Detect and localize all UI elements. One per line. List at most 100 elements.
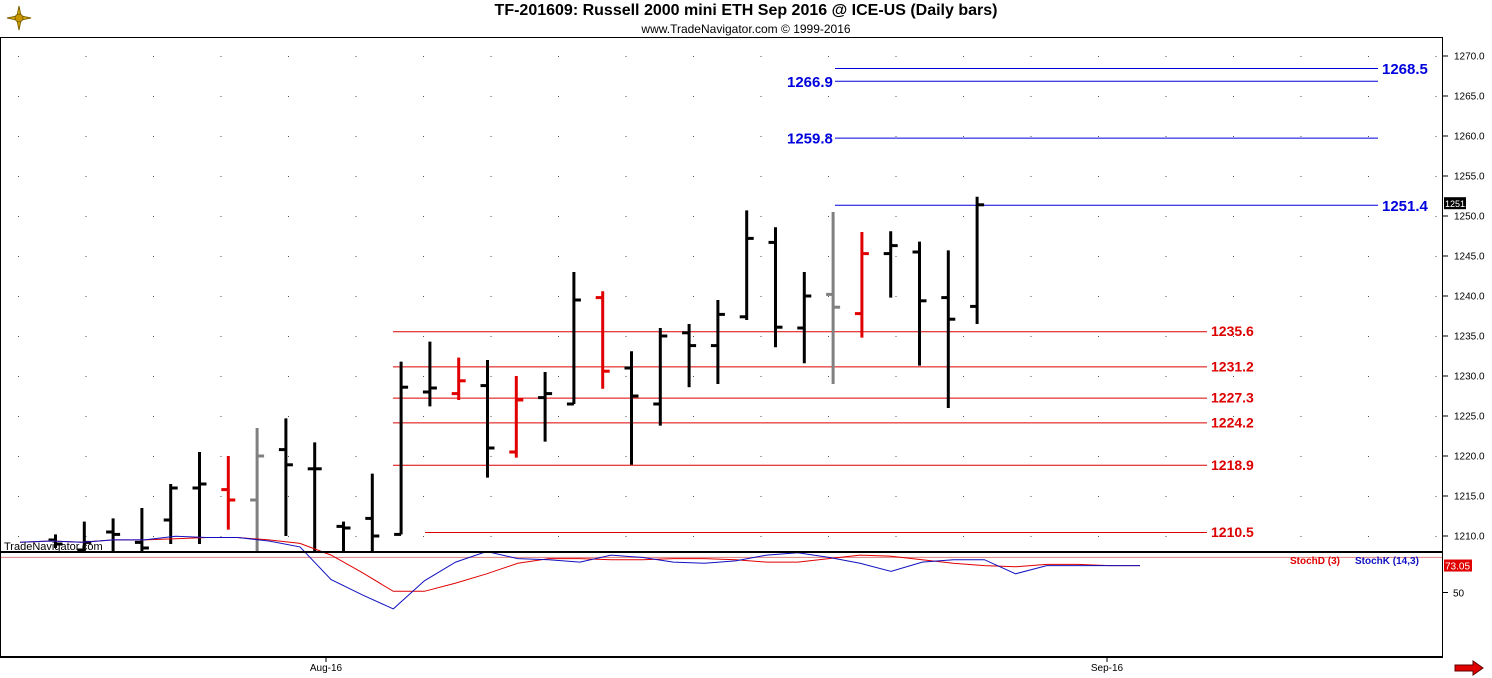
grid-dot <box>153 216 154 217</box>
grid-dot <box>355 536 357 537</box>
grid-dot <box>760 536 762 537</box>
y-tick-label: 1255.0 <box>1454 172 1485 183</box>
grid-dot <box>1098 256 1099 257</box>
grid-dot <box>355 496 357 497</box>
grid-dot <box>828 96 829 97</box>
grid-dot <box>355 216 357 217</box>
grid-dot <box>1368 296 1369 297</box>
grid-dot <box>153 176 154 177</box>
grid-dot <box>895 536 897 537</box>
grid-dot <box>423 496 424 497</box>
grid-dot <box>423 96 424 97</box>
grid-dot <box>1368 176 1369 177</box>
grid-dot <box>895 256 897 257</box>
scroll-right-arrow-icon[interactable] <box>1453 660 1485 676</box>
grid-dot <box>288 456 289 457</box>
grid-dot <box>760 216 762 217</box>
grid-dot <box>85 496 87 497</box>
grid-dot <box>423 136 424 137</box>
grid-dot <box>1098 336 1099 337</box>
grid-dot <box>288 176 289 177</box>
grid-dot <box>355 136 357 137</box>
y-tick-label: 1225.0 <box>1454 412 1485 423</box>
y-tick-label: 1260.0 <box>1454 132 1485 143</box>
grid-dot <box>1165 176 1167 177</box>
grid-dot <box>760 96 762 97</box>
grid-dot <box>625 216 627 217</box>
grid-dot <box>625 376 627 377</box>
grid-dot <box>625 256 627 257</box>
grid-dot <box>355 256 357 257</box>
grid-dot <box>220 456 222 457</box>
grid-dot <box>1368 496 1369 497</box>
grid-dot <box>18 136 19 137</box>
grid-dot <box>490 296 492 297</box>
grid-dot <box>760 176 762 177</box>
grid-dot <box>558 376 559 377</box>
grid-dot <box>558 456 559 457</box>
grid-dot <box>963 416 964 417</box>
grid-dot <box>355 176 357 177</box>
grid-dot <box>490 496 492 497</box>
grid-dot <box>355 96 357 97</box>
stoch-d-legend: StochD (3) <box>1290 556 1340 567</box>
grid-dot <box>963 96 964 97</box>
grid-dot <box>423 296 424 297</box>
watermark-text: TradeNavigator.com <box>4 541 103 553</box>
grid-dot <box>558 536 559 537</box>
grid-dot <box>760 136 762 137</box>
grid-dot <box>760 256 762 257</box>
grid-dot <box>423 176 424 177</box>
grid-dot <box>490 256 492 257</box>
x-tick-label: Sep-16 <box>1091 663 1124 674</box>
grid-dot <box>490 536 492 537</box>
grid-dot <box>1435 216 1437 217</box>
grid-dot <box>355 56 357 57</box>
grid-dot <box>220 256 222 257</box>
grid-dot <box>1300 56 1302 57</box>
grid-dot <box>1368 536 1369 537</box>
price-panel-frame <box>0 37 1443 552</box>
grid-dot <box>895 56 897 57</box>
grid-dot <box>963 336 964 337</box>
grid-dot <box>1165 496 1167 497</box>
grid-dot <box>625 176 627 177</box>
y-tick-label: 1270.0 <box>1454 52 1485 63</box>
grid-dot <box>558 336 559 337</box>
grid-dot <box>1435 416 1437 417</box>
grid-dot <box>288 496 289 497</box>
grid-dot <box>828 456 829 457</box>
grid-dot <box>828 216 829 217</box>
grid-dot <box>895 96 897 97</box>
grid-dot <box>1435 456 1437 457</box>
grid-dot <box>423 336 424 337</box>
grid-dot <box>1030 176 1032 177</box>
grid-dot <box>423 456 424 457</box>
stoch-last-value-box <box>1444 559 1472 572</box>
grid-dot <box>1300 496 1302 497</box>
grid-dot <box>693 536 694 537</box>
grid-dot <box>963 256 964 257</box>
grid-dot <box>1435 496 1437 497</box>
grid-dot <box>490 136 492 137</box>
grid-dot <box>1233 256 1234 257</box>
grid-dot <box>828 136 829 137</box>
grid-dot <box>85 256 87 257</box>
grid-dot <box>1098 536 1099 537</box>
chart-title: TF-201609: Russell 2000 mini ETH Sep 201… <box>494 2 998 19</box>
grid-dot <box>1368 256 1369 257</box>
grid-dot <box>153 136 154 137</box>
grid-dot <box>153 296 154 297</box>
grid-dot <box>220 216 222 217</box>
grid-dot <box>220 496 222 497</box>
grid-dot <box>490 336 492 337</box>
grid-dot <box>18 456 19 457</box>
last-price-label: 1251.6 <box>1445 199 1473 209</box>
grid-dot <box>895 336 897 337</box>
grid-dot <box>693 176 694 177</box>
grid-dot <box>1030 56 1032 57</box>
grid-dot <box>288 336 289 337</box>
grid-dot <box>828 56 829 57</box>
resistance-label: 1268.5 <box>1382 61 1428 78</box>
